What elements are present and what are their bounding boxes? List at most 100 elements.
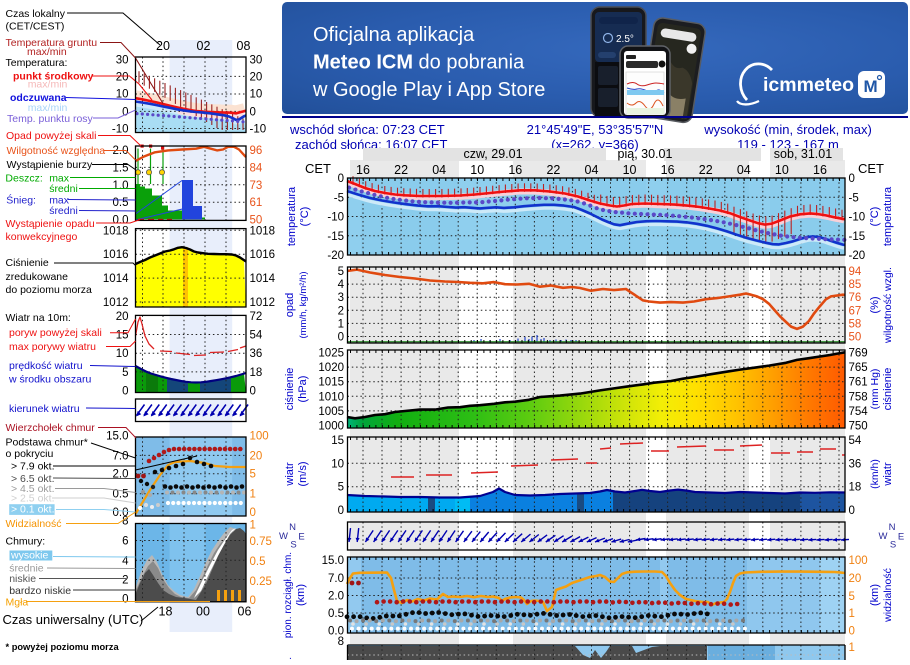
svg-text:0.5: 0.5 [250,556,266,568]
svg-text:96: 96 [250,145,263,157]
svg-text:wysokie: wysokie [10,549,49,561]
svg-text:-20: -20 [849,250,866,262]
svg-text:10: 10 [623,163,637,177]
svg-text:Deszcz:: Deszcz: [5,172,42,184]
svg-text:Widzialność: Widzialność [6,518,62,530]
svg-text:E: E [298,532,304,543]
svg-text:0.25: 0.25 [250,576,272,588]
svg-text:76: 76 [849,292,862,304]
svg-text:10: 10 [116,89,129,101]
svg-text:* powyżej poziomu morza: * powyżej poziomu morza [6,642,120,652]
svg-text:85: 85 [849,279,862,291]
svg-text:0: 0 [250,595,256,607]
svg-text:0: 0 [122,106,128,118]
svg-text:67: 67 [849,305,862,317]
svg-text:-10: -10 [849,212,866,224]
svg-text:kierunek wiatru: kierunek wiatru [9,403,80,415]
svg-text:2: 2 [338,305,344,317]
svg-text:04: 04 [737,163,751,177]
svg-text:1: 1 [250,489,256,501]
svg-text:opad: opad [284,293,296,317]
svg-text:15.0: 15.0 [106,431,128,443]
svg-text:72: 72 [250,311,263,323]
svg-text:(m/s): (m/s) [297,461,309,486]
svg-text:22: 22 [546,163,560,177]
svg-text:-15: -15 [327,231,344,243]
svg-text:średnie: średnie [9,563,44,575]
svg-text:prędkość wiatru: prędkość wiatru [9,360,83,372]
svg-text:7.0: 7.0 [113,450,129,462]
svg-text:18: 18 [849,482,862,494]
svg-text:1016: 1016 [103,249,129,261]
svg-text:1012: 1012 [250,297,276,309]
svg-text:odczuwana: odczuwana [10,92,67,104]
svg-text:1018: 1018 [103,225,129,237]
svg-text:CET: CET [305,161,331,176]
svg-text:pią, 30.01: pią, 30.01 [618,147,673,161]
svg-text:36: 36 [250,348,263,360]
svg-text:30: 30 [250,54,263,66]
svg-text:04: 04 [585,163,599,177]
svg-text:poryw powyżej skali: poryw powyżej skali [9,327,102,339]
svg-text:-15: -15 [849,231,866,243]
svg-text:04: 04 [432,163,446,177]
svg-text:> 7.9 okt.: > 7.9 okt. [11,461,55,473]
svg-text:10: 10 [116,348,129,360]
svg-text:6: 6 [122,536,128,548]
svg-text:5: 5 [250,469,256,481]
svg-text:100: 100 [250,431,269,443]
svg-text:754: 754 [849,406,869,418]
svg-text:1020: 1020 [318,362,344,374]
svg-text:36: 36 [849,458,862,470]
svg-text:20: 20 [156,39,170,53]
svg-text:1016: 1016 [250,249,276,261]
svg-text:niskie: niskie [9,573,36,585]
svg-text:-5: -5 [334,192,344,204]
svg-text:(%): (%) [869,296,881,313]
svg-text:w Google Play i App Store: w Google Play i App Store [312,79,545,101]
svg-text:S: S [890,540,896,551]
svg-text:0.0: 0.0 [328,626,344,638]
svg-text:18: 18 [250,367,263,379]
svg-text:(CET/CEST): (CET/CEST) [6,21,65,33]
svg-text:max: max [49,172,70,184]
svg-text:20: 20 [116,71,129,83]
svg-text:wschód słońca: 07:23 CET: wschód słońca: 07:23 CET [289,122,445,137]
svg-text:0.5: 0.5 [113,489,129,501]
svg-text:do poziomu morza: do poziomu morza [6,284,93,296]
svg-text:punkt środkowy: punkt środkowy [13,71,94,83]
svg-text:CET: CET [858,161,884,176]
svg-text:1: 1 [849,642,855,654]
svg-text:1010: 1010 [318,391,344,403]
svg-text:icmmeteo: icmmeteo [763,74,854,96]
svg-text:1014: 1014 [250,273,276,285]
svg-text:10: 10 [250,89,263,101]
svg-text:wiatr: wiatr [882,462,894,487]
svg-text:Wierzchołek chmur: Wierzchołek chmur [6,422,96,434]
svg-text:1025: 1025 [318,348,344,360]
svg-text:-10: -10 [327,212,344,224]
svg-text:0: 0 [338,173,344,185]
svg-text:bardzo niskie: bardzo niskie [9,585,71,597]
svg-text:Wilgotność względna: Wilgotność względna [7,145,106,157]
svg-text:758: 758 [849,391,868,403]
svg-text:73: 73 [250,180,263,192]
svg-text:> 2.5 okt.: > 2.5 okt. [11,493,55,505]
svg-text:16: 16 [813,163,827,177]
svg-text:Meteo ICM do pobrania: Meteo ICM do pobrania [313,52,525,74]
svg-text:8: 8 [122,516,128,528]
svg-text:Wystąpienie burzy: Wystąpienie burzy [7,159,93,171]
svg-text:2: 2 [122,575,128,587]
svg-text:10: 10 [470,163,484,177]
svg-text:1012: 1012 [103,297,129,309]
svg-text:Wystąpienie opadu: Wystąpienie opadu [6,218,95,230]
svg-text:750: 750 [849,421,868,433]
svg-text:ciśnienie: ciśnienie [284,368,296,411]
svg-text:Czas uniwersalny (UTC): Czas uniwersalny (UTC) [3,612,144,627]
svg-text:1: 1 [338,318,344,330]
svg-text:54: 54 [849,435,862,447]
svg-text:0: 0 [338,332,344,344]
svg-text:2.0: 2.0 [113,469,129,481]
svg-text:wiatr: wiatr [284,462,296,487]
svg-text:30: 30 [116,54,129,66]
